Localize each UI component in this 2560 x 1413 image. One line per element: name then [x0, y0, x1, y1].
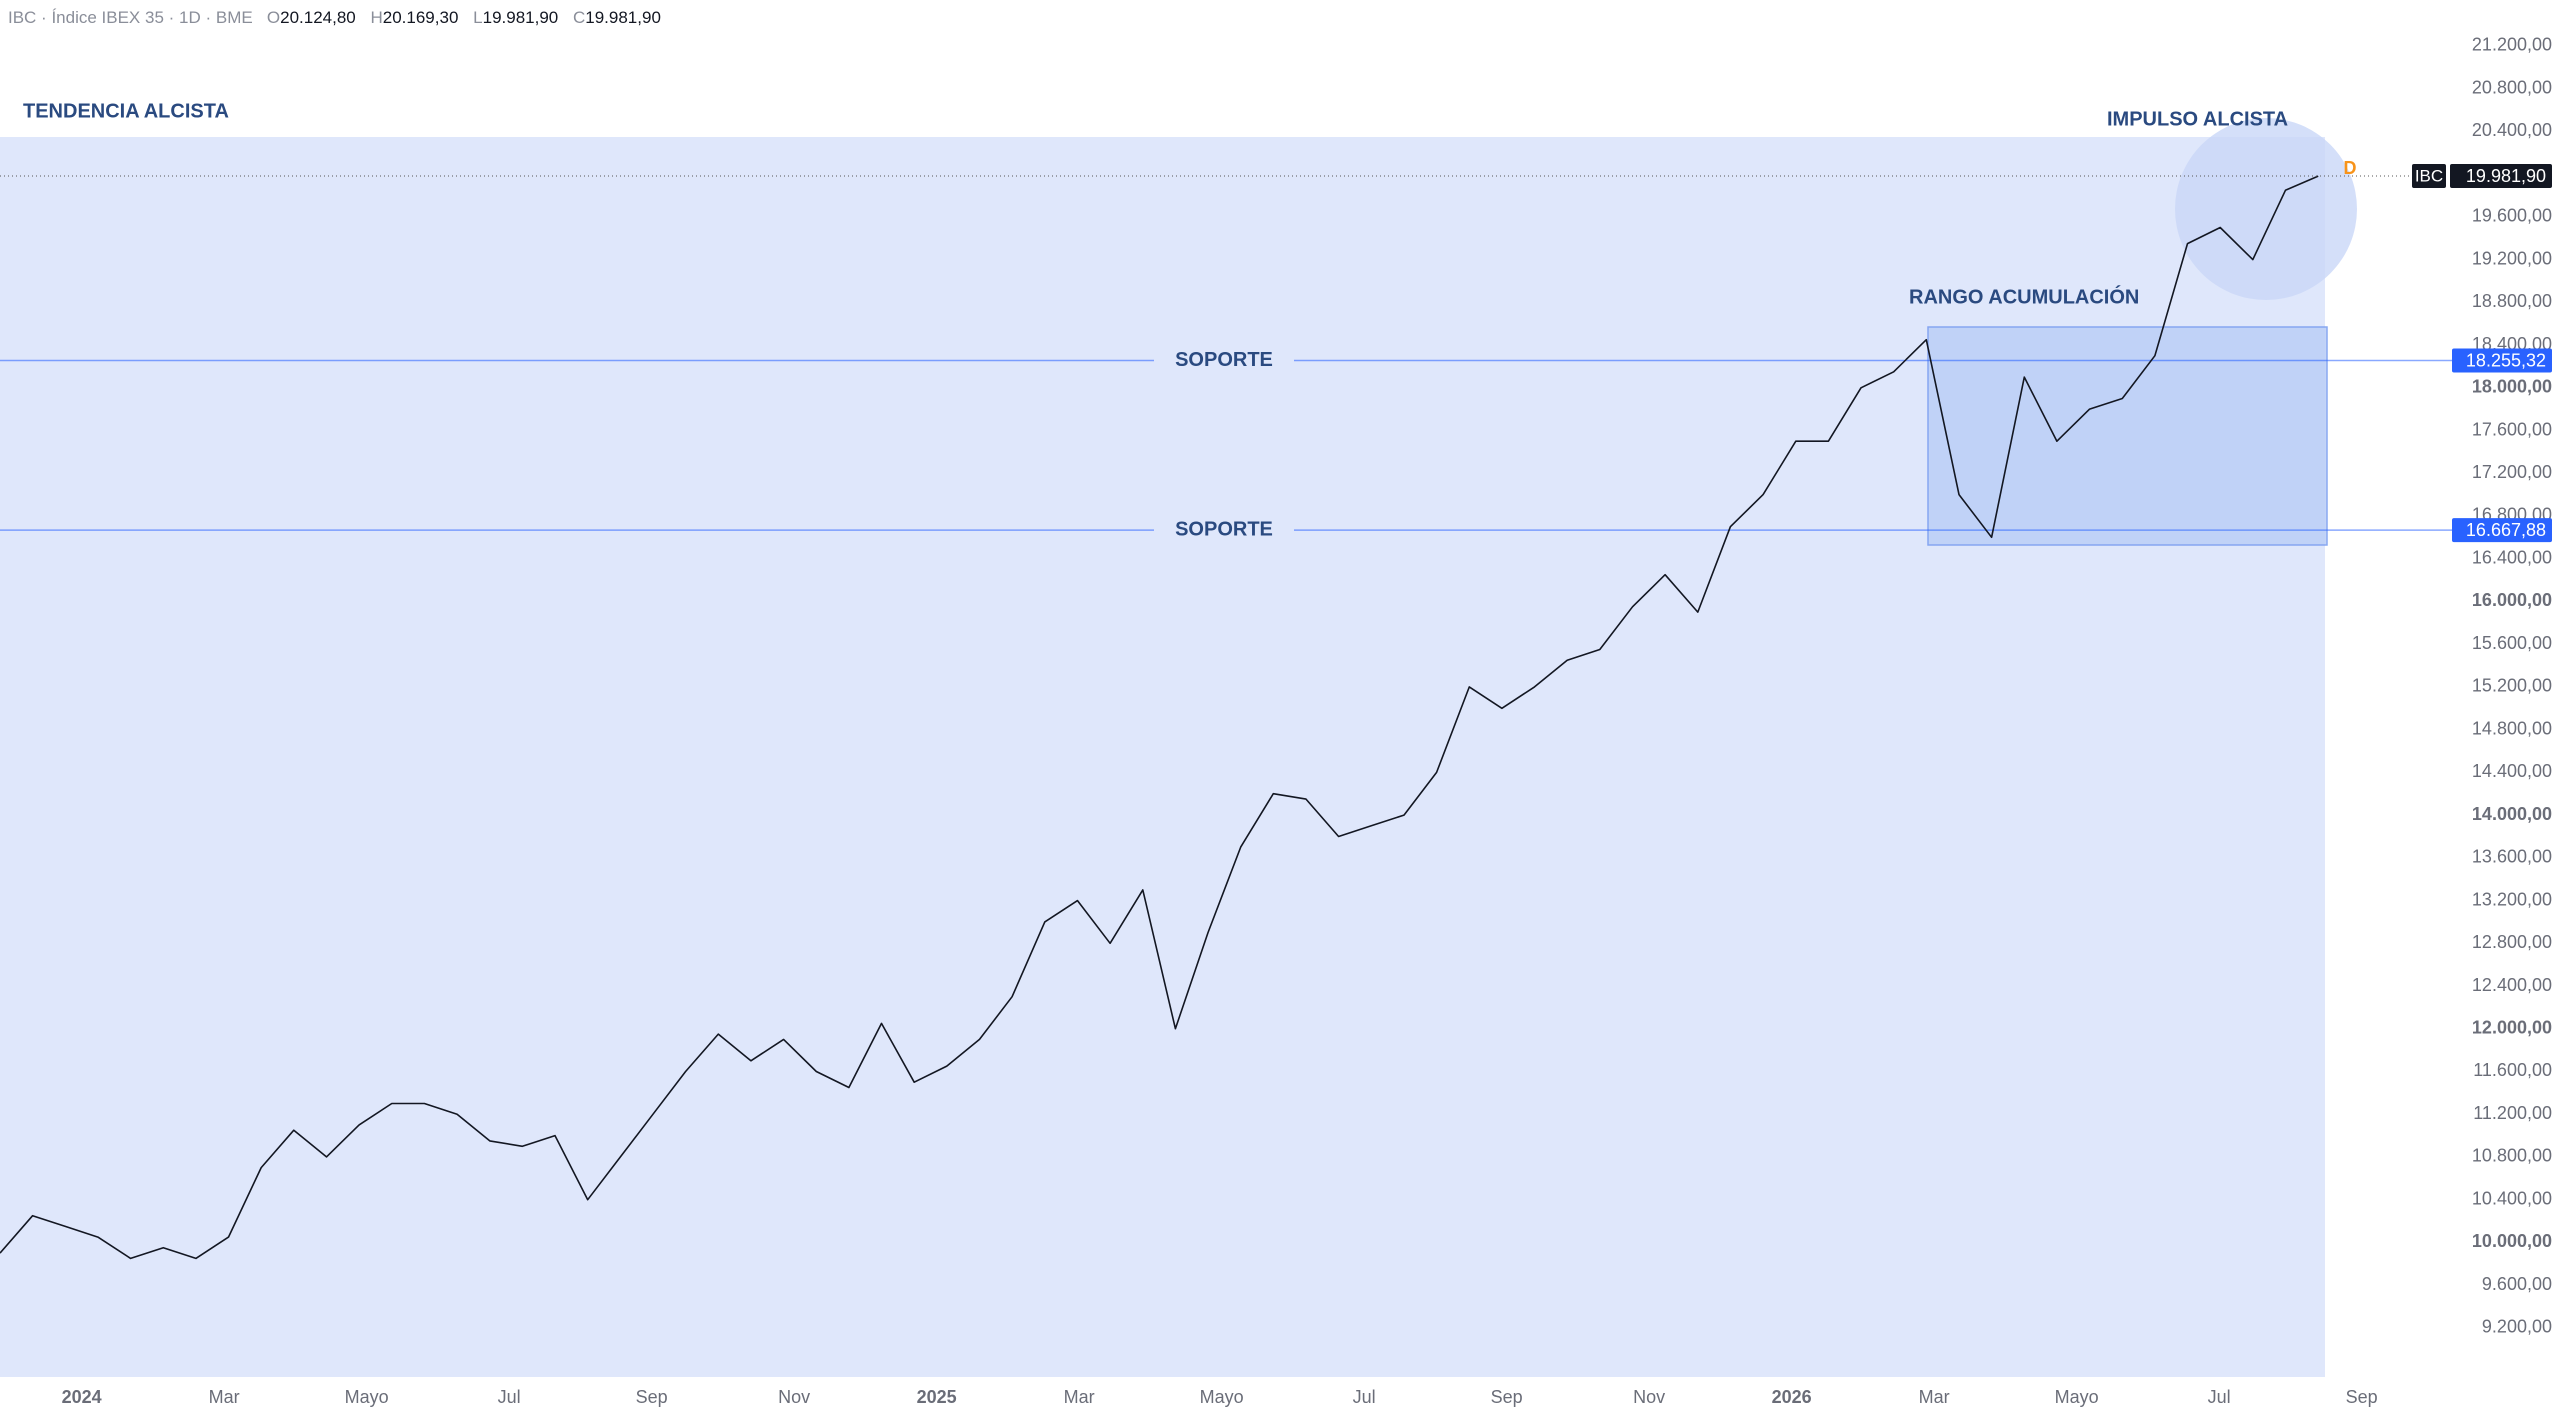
annotation: TENDENCIA ALCISTA	[23, 100, 229, 122]
symbol-badge-label: IBC	[2415, 167, 2443, 186]
y-tick-label: 19.600,00	[2472, 206, 2552, 226]
range-box	[1927, 326, 2328, 546]
y-tick-label: 17.200,00	[2472, 462, 2552, 482]
y-tick-label: 13.600,00	[2472, 847, 2552, 867]
ohlc-value: 19.981,90	[585, 8, 661, 27]
y-tick-label: 16.000,00	[2472, 590, 2552, 610]
y-tick-label: 17.600,00	[2472, 419, 2552, 439]
x-tick-label: Mar	[1919, 1387, 1950, 1407]
y-tick-label: 13.200,00	[2472, 889, 2552, 909]
x-tick-label: Mar	[1064, 1387, 1095, 1407]
symbol: IBC · Índice IBEX 35 · 1D · BME	[8, 8, 253, 27]
ohlc-label: L	[473, 8, 483, 27]
y-tick-label: 9.200,00	[2482, 1317, 2552, 1337]
y-tick-label: 12.400,00	[2472, 975, 2552, 995]
x-tick-label: Nov	[1633, 1387, 1665, 1407]
x-tick-label: Jul	[498, 1387, 521, 1407]
price-badge-label: 18.255,32	[2466, 350, 2546, 370]
y-tick-label: 15.600,00	[2472, 633, 2552, 653]
x-tick-label: Nov	[778, 1387, 810, 1407]
support-text-bg	[1154, 348, 1294, 373]
y-tick-label: 10.000,00	[2472, 1231, 2552, 1251]
y-tick-label: 16.400,00	[2472, 547, 2552, 567]
trend-zone	[0, 137, 2325, 1377]
price-line	[0, 175, 2319, 1260]
interval-marker: D	[2344, 158, 2357, 178]
annotation: RANGO ACUMULACIÓN	[1909, 284, 2139, 308]
ohlc-value: 20.169,30	[382, 8, 459, 27]
x-tick-label: 2024	[62, 1387, 102, 1407]
support-text-bg	[1154, 518, 1294, 543]
impulse-circle	[2175, 118, 2357, 300]
last-price-label: 19.981,90	[2466, 166, 2546, 186]
y-tick-label: 12.800,00	[2472, 932, 2552, 952]
symbol-badge	[2412, 164, 2446, 189]
support-text: SOPORTE	[1175, 349, 1273, 371]
x-tick-label: 2026	[1772, 1387, 1812, 1407]
y-tick-label: 12.000,00	[2472, 1017, 2552, 1037]
y-tick-label: 11.200,00	[2473, 1103, 2552, 1123]
y-tick-label: 18.000,00	[2472, 377, 2552, 397]
x-tick-label: Mayo	[1200, 1387, 1244, 1407]
y-tick-label: 10.800,00	[2472, 1146, 2552, 1166]
price-badge	[2452, 348, 2552, 373]
x-tick-label: Sep	[636, 1387, 668, 1407]
y-tick-label: 9.600,00	[2482, 1274, 2552, 1294]
x-tick-label: Sep	[1491, 1387, 1523, 1407]
x-tick-label: Mar	[209, 1387, 240, 1407]
y-tick-label: 18.800,00	[2472, 291, 2552, 311]
ohlc-value: 20.124,80	[280, 8, 356, 27]
y-tick-label: 20.800,00	[2472, 77, 2552, 97]
last-price-badge	[2450, 164, 2552, 189]
price-badge	[2452, 518, 2552, 543]
symbol-header: IBC · Índice IBEX 35 · 1D · BME O20.124,…	[8, 8, 671, 28]
y-tick-label: 11.600,00	[2473, 1060, 2552, 1080]
support-text: SOPORTE	[1175, 518, 1273, 540]
x-tick-label: 2025	[917, 1387, 957, 1407]
y-tick-label: 14.400,00	[2472, 761, 2552, 781]
x-tick-label: Jul	[1353, 1387, 1376, 1407]
x-tick-label: Mayo	[345, 1387, 389, 1407]
y-tick-label: 14.000,00	[2472, 804, 2552, 824]
y-tick-label: 21.200,00	[2472, 35, 2552, 55]
y-tick-label: 15.200,00	[2472, 676, 2552, 696]
y-tick-label: 14.800,00	[2472, 718, 2552, 738]
y-tick-label: 19.200,00	[2472, 248, 2552, 268]
ohlc-label: H	[370, 8, 383, 27]
ohlc-label: O	[266, 8, 281, 27]
x-tick-label: Mayo	[2055, 1387, 2099, 1407]
ohlc-label: C	[572, 8, 586, 27]
y-tick-label: 20.400,00	[2472, 120, 2552, 140]
x-tick-label: Jul	[2208, 1387, 2231, 1407]
annotation: IMPULSO ALCISTA	[2107, 108, 2288, 130]
ohlc-value: 19.981,90	[482, 8, 559, 27]
x-tick-label: Sep	[2346, 1387, 2378, 1407]
y-tick-label: 10.400,00	[2472, 1188, 2552, 1208]
price-badge-label: 16.667,88	[2466, 520, 2546, 540]
